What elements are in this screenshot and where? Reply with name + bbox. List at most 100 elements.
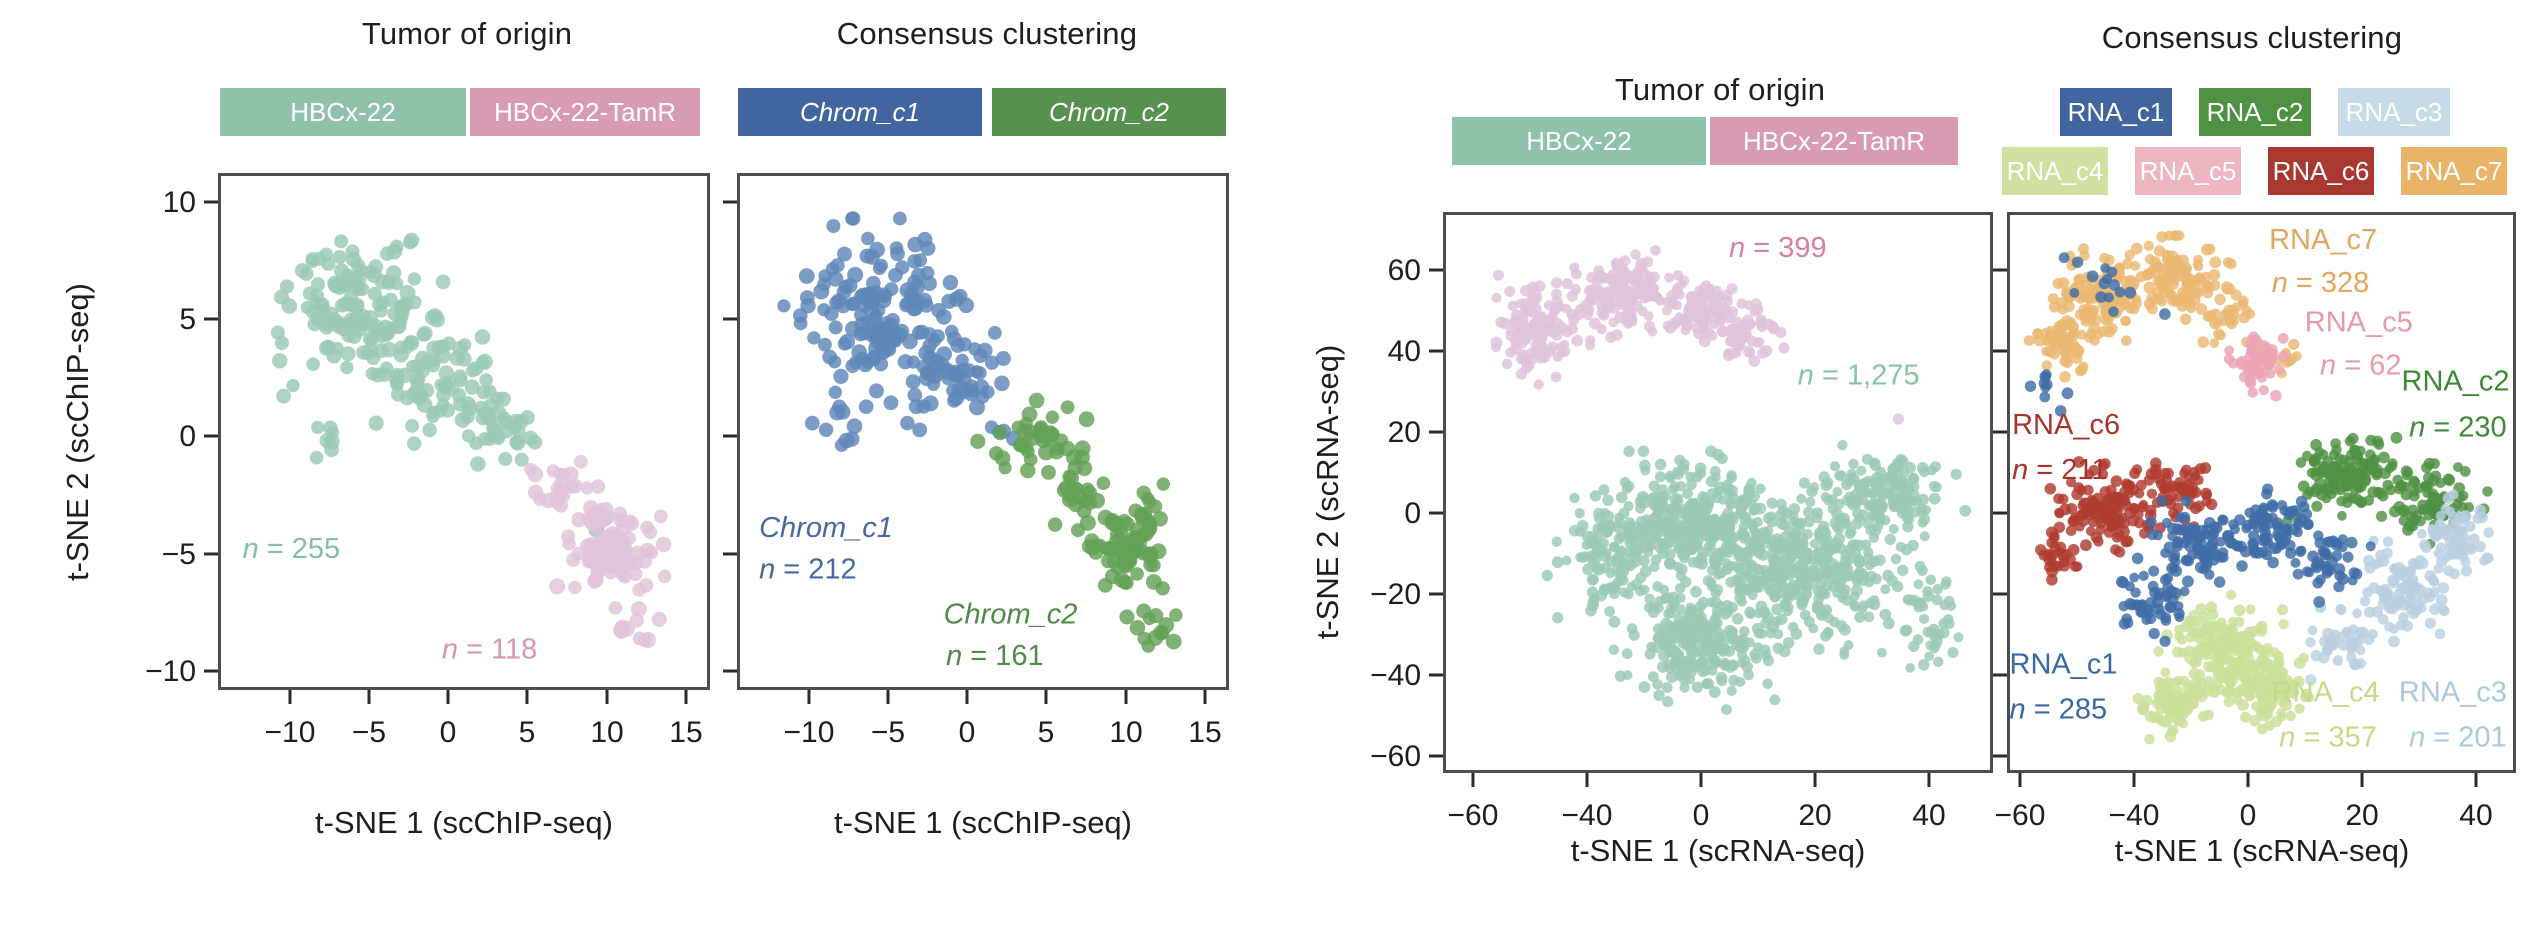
legend-scchip-consensus: Chrom_c1 Chrom_c2 bbox=[738, 88, 1226, 136]
svg-text:5: 5 bbox=[519, 716, 536, 749]
legend-chip-rna-c2: RNA_c2 bbox=[2199, 88, 2311, 136]
tsne-scrna-consensus-cluster-RNA_c5 bbox=[2223, 331, 2290, 402]
svg-text:−20: −20 bbox=[1370, 578, 1421, 611]
tsne-scchip-consensus: −10 −5 0 5 10 15 Chrom_c1n = 212 Chrom_c2n = 16… bbox=[723, 173, 1229, 749]
svg-text:10: 10 bbox=[163, 186, 196, 219]
tsne-scrna-consensus-annotation: RNA_c7 bbox=[2269, 224, 2377, 256]
svg-text:40: 40 bbox=[2459, 799, 2492, 832]
svg-text:20: 20 bbox=[2345, 799, 2378, 832]
legend-title-scrna-consensus: Consensus clustering bbox=[2101, 20, 2403, 55]
tsne-scchip-consensus-annotation: n = 212 bbox=[759, 554, 857, 586]
svg-text:0: 0 bbox=[2240, 799, 2257, 832]
tsne-scrna-consensus-annotation: RNA_c2 bbox=[2402, 365, 2510, 397]
svg-text:0: 0 bbox=[959, 716, 976, 749]
legend-chip-rna-c1: RNA_c1 bbox=[2060, 88, 2172, 136]
svg-text:0: 0 bbox=[179, 420, 196, 453]
svg-text:0: 0 bbox=[1404, 497, 1421, 530]
tsne-scrna-consensus-annotation: n = 285 bbox=[2010, 694, 2108, 726]
tsne-scrna-consensus-cluster-RNA_c2 bbox=[2282, 431, 2493, 549]
legend-chip-rna-c4: RNA_c4 bbox=[2002, 147, 2108, 195]
svg-text:5: 5 bbox=[1038, 716, 1055, 749]
tsne-scrna-consensus-annotation: n = 328 bbox=[2272, 267, 2370, 299]
tsne-scrna-consensus-cluster-RNA_c7 bbox=[2023, 230, 2302, 383]
svg-text:5: 5 bbox=[179, 303, 196, 336]
svg-text:−40: −40 bbox=[1562, 799, 1613, 832]
legend-chip-hbcx22-tamr: HBCx-22-TamR bbox=[470, 88, 700, 136]
tsne-scrna-consensus-annotation: n = 62 bbox=[2320, 350, 2401, 382]
legend-chip-rna-c5: RNA_c5 bbox=[2135, 147, 2241, 195]
svg-text:−60: −60 bbox=[1995, 799, 2046, 832]
tsne-scrna-consensus-annotation: RNA_c3 bbox=[2399, 677, 2507, 709]
tsne-scchip-consensus-annotation: Chrom_c2 bbox=[944, 599, 1078, 631]
y-axis-label-scrna: t-SNE 2 (scRNA-seq) bbox=[1310, 344, 1345, 640]
tsne-scrna-consensus-annotation: RNA_c6 bbox=[2012, 409, 2120, 441]
svg-text:−40: −40 bbox=[1370, 659, 1421, 692]
tsne-scrna-tumor-cluster-HBCx-22 bbox=[1541, 439, 1972, 715]
legend-scrna-consensus-row1: RNA_c1 RNA_c2 RNA_c3 bbox=[2060, 88, 2450, 136]
legend-chip-chrom-c1: Chrom_c1 bbox=[738, 88, 982, 136]
svg-text:−60: −60 bbox=[1370, 740, 1421, 773]
svg-text:−5: −5 bbox=[162, 538, 196, 571]
legend-chip-rna-c7: RNA_c7 bbox=[2401, 147, 2507, 195]
x-axis-label-scrna-tumor: t-SNE 1 (scRNA-seq) bbox=[1570, 833, 1866, 868]
x-axis-label-scchip-tumor: t-SNE 1 (scChIP-seq) bbox=[314, 805, 613, 840]
legend-title-scchip-tumor: Tumor of origin bbox=[361, 16, 573, 51]
legend-chip-rna-c3: RNA_c3 bbox=[2338, 88, 2450, 136]
tsne-scchip-consensus-annotation: n = 161 bbox=[946, 640, 1044, 672]
tsne-scchip-tumor-cluster-HBCx-22 bbox=[270, 232, 615, 558]
x-axis-label-scrna-consensus: t-SNE 1 (scRNA-seq) bbox=[2114, 833, 2410, 868]
tsne-scrna-consensus-annotation: n = 230 bbox=[2409, 411, 2507, 443]
tsne-scchip-consensus-annotation: Chrom_c1 bbox=[759, 512, 893, 544]
tsne-scchip-tumor-cluster-HBCx-22-TamR bbox=[524, 455, 672, 648]
svg-text:20: 20 bbox=[1388, 416, 1421, 449]
svg-text:−10: −10 bbox=[265, 716, 316, 749]
svg-text:−5: −5 bbox=[871, 716, 905, 749]
tsne-scrna-consensus-cluster-RNA_c1 bbox=[2024, 252, 2376, 647]
tsne-scrna-tumor-annotation: n = 1,275 bbox=[1798, 360, 1920, 392]
svg-text:40: 40 bbox=[1912, 799, 1945, 832]
svg-text:10: 10 bbox=[1109, 716, 1142, 749]
tsne-scrna-consensus-cluster-RNA_c4 bbox=[2132, 589, 2315, 745]
tsne-scrna-tumor-annotation: n = 399 bbox=[1729, 232, 1827, 264]
svg-text:10: 10 bbox=[590, 716, 623, 749]
legend-chip-rna-c6: RNA_c6 bbox=[2268, 147, 2374, 195]
svg-text:−5: −5 bbox=[352, 716, 386, 749]
svg-text:15: 15 bbox=[1188, 716, 1221, 749]
tsne-scrna-tumor: −60 −40 0 20 40 60 40 20 0 −20 −40 −60 n = 399 n = 1,… bbox=[1370, 212, 1993, 832]
svg-text:−40: −40 bbox=[2109, 799, 2160, 832]
svg-text:15: 15 bbox=[669, 716, 702, 749]
tsne-scrna-consensus-annotation: RNA_c4 bbox=[2272, 677, 2380, 709]
x-axis-label-scchip-consensus: t-SNE 1 (scChIP-seq) bbox=[833, 805, 1132, 840]
tsne-scrna-consensus-annotation: RNA_c5 bbox=[2305, 306, 2413, 338]
legend-scchip-tumor: HBCx-22 HBCx-22-TamR bbox=[220, 88, 700, 136]
legend-chip-chrom-c2: Chrom_c2 bbox=[992, 88, 1226, 136]
svg-text:0: 0 bbox=[1693, 799, 1710, 832]
svg-text:−10: −10 bbox=[145, 655, 196, 688]
tsne-scchip-tumor-annotation: n = 255 bbox=[243, 533, 341, 565]
legend-title-scchip-consensus: Consensus clustering bbox=[836, 16, 1138, 51]
tsne-scrna-tumor-cluster-HBCx-22-TamR bbox=[1490, 245, 1905, 425]
svg-text:20: 20 bbox=[1798, 799, 1831, 832]
legend-chip-hbcx22-tamr-rna: HBCx-22-TamR bbox=[1710, 117, 1958, 165]
legend-title-scrna-tumor: Tumor of origin bbox=[1614, 72, 1826, 107]
svg-text:60: 60 bbox=[1388, 254, 1421, 287]
tsne-scrna-consensus-cluster-RNA_c3 bbox=[2305, 489, 2494, 686]
legend-chip-hbcx22-rna: HBCx-22 bbox=[1452, 117, 1706, 165]
tsne-scchip-tumor-annotation: n = 118 bbox=[442, 634, 537, 666]
tsne-scchip-consensus-cluster-Chrom_c1 bbox=[777, 211, 1022, 453]
tsne-scrna-consensus-annotation: n = 201 bbox=[2409, 722, 2507, 754]
tsne-scchip-consensus-cluster-Chrom_c2 bbox=[970, 392, 1183, 653]
legend-scrna-consensus-row2: RNA_c4 RNA_c5 RNA_c6 RNA_c7 bbox=[2002, 147, 2507, 195]
svg-text:−60: −60 bbox=[1448, 799, 1499, 832]
svg-text:−10: −10 bbox=[784, 716, 835, 749]
svg-text:40: 40 bbox=[1388, 335, 1421, 368]
tsne-scrna-consensus-annotation: n = 211 bbox=[2012, 454, 2107, 486]
y-axis-label-scchip: t-SNE 2 (scChIP-seq) bbox=[60, 283, 95, 582]
legend-chip-hbcx22: HBCx-22 bbox=[220, 88, 466, 136]
legend-scrna-tumor: HBCx-22 HBCx-22-TamR bbox=[1452, 117, 1958, 165]
svg-text:0: 0 bbox=[440, 716, 457, 749]
tsne-scrna-consensus-annotation: RNA_c1 bbox=[2010, 649, 2118, 681]
tsne-scrna-consensus-annotation: n = 357 bbox=[2279, 722, 2377, 754]
